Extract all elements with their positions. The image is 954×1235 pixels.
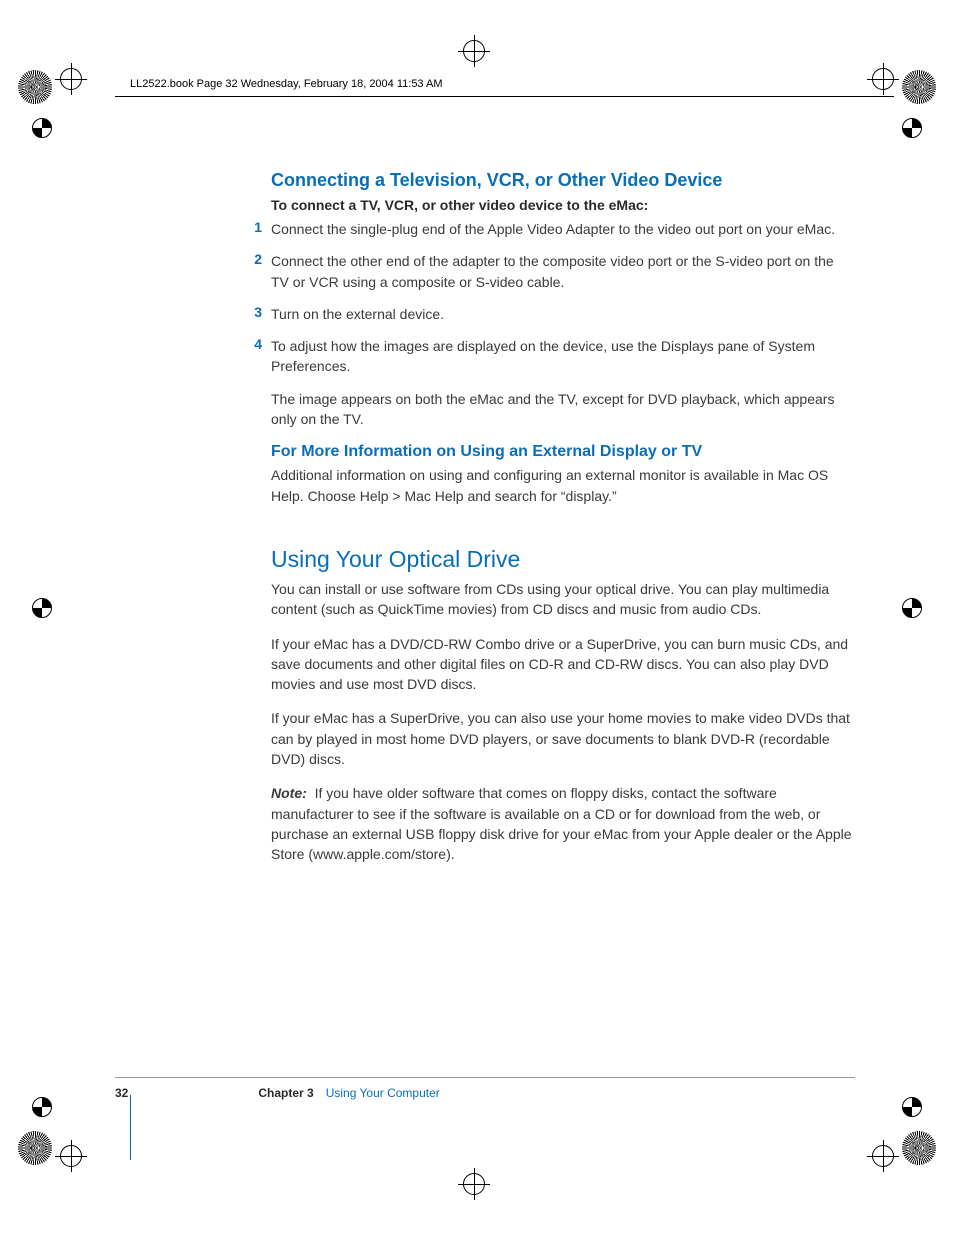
paragraph: If your eMac has a DVD/CD-RW Combo drive… bbox=[271, 634, 853, 695]
step-text: Turn on the external device. bbox=[271, 304, 853, 324]
registration-sunburst-icon bbox=[18, 70, 52, 104]
step-item: 4 To adjust how the images are displayed… bbox=[271, 336, 853, 377]
registration-target-icon bbox=[60, 1145, 82, 1167]
page-number: 32 bbox=[115, 1086, 128, 1100]
step-item: 2 Connect the other end of the adapter t… bbox=[271, 251, 853, 292]
registration-quad-icon bbox=[32, 118, 52, 138]
step-text: Connect the single-plug end of the Apple… bbox=[271, 219, 853, 239]
registration-quad-icon bbox=[902, 118, 922, 138]
heading-connecting-tv: Connecting a Television, VCR, or Other V… bbox=[271, 170, 853, 191]
note-body: If you have older software that comes on… bbox=[271, 785, 852, 862]
registration-quad-icon bbox=[902, 1097, 922, 1117]
note-paragraph: Note: If you have older software that co… bbox=[271, 783, 853, 864]
paragraph: You can install or use software from CDs… bbox=[271, 579, 853, 620]
step-item: 3 Turn on the external device. bbox=[271, 304, 853, 324]
registration-quad-icon bbox=[32, 598, 52, 618]
registration-sunburst-icon bbox=[902, 1131, 936, 1165]
step-number: 4 bbox=[249, 336, 271, 377]
page: LL2522.book Page 32 Wednesday, February … bbox=[0, 0, 954, 1235]
main-content: Connecting a Television, VCR, or Other V… bbox=[271, 170, 853, 879]
heading-more-info: For More Information on Using an Externa… bbox=[271, 443, 853, 461]
registration-quad-icon bbox=[32, 1097, 52, 1117]
registration-sunburst-icon bbox=[902, 70, 936, 104]
registration-sunburst-icon bbox=[18, 1131, 52, 1165]
footer-vertical-rule bbox=[130, 1095, 131, 1160]
registration-target-icon bbox=[463, 40, 485, 62]
registration-target-icon bbox=[872, 1145, 894, 1167]
step-number: 2 bbox=[249, 251, 271, 292]
registration-target-icon bbox=[872, 68, 894, 90]
header-rule bbox=[115, 96, 894, 97]
heading-optical-drive: Using Your Optical Drive bbox=[271, 546, 853, 573]
paragraph: The image appears on both the eMac and t… bbox=[271, 389, 853, 430]
step-number: 1 bbox=[249, 219, 271, 239]
note-label: Note: bbox=[271, 785, 315, 801]
paragraph: If your eMac has a SuperDrive, you can a… bbox=[271, 708, 853, 769]
registration-quad-icon bbox=[902, 598, 922, 618]
paragraph: Additional information on using and conf… bbox=[271, 465, 853, 506]
step-text: To adjust how the images are displayed o… bbox=[271, 336, 853, 377]
chapter-title: Using Your Computer bbox=[326, 1086, 440, 1100]
header-running-text: LL2522.book Page 32 Wednesday, February … bbox=[130, 78, 443, 90]
step-item: 1 Connect the single-plug end of the App… bbox=[271, 219, 853, 239]
intro-bold: To connect a TV, VCR, or other video dev… bbox=[271, 197, 853, 213]
registration-target-icon bbox=[463, 1173, 485, 1195]
page-footer: 32 Chapter 3 Using Your Computer bbox=[115, 1077, 855, 1100]
step-text: Connect the other end of the adapter to … bbox=[271, 251, 853, 292]
registration-target-icon bbox=[60, 68, 82, 90]
chapter-label: Chapter 3 bbox=[258, 1086, 313, 1100]
step-number: 3 bbox=[249, 304, 271, 324]
